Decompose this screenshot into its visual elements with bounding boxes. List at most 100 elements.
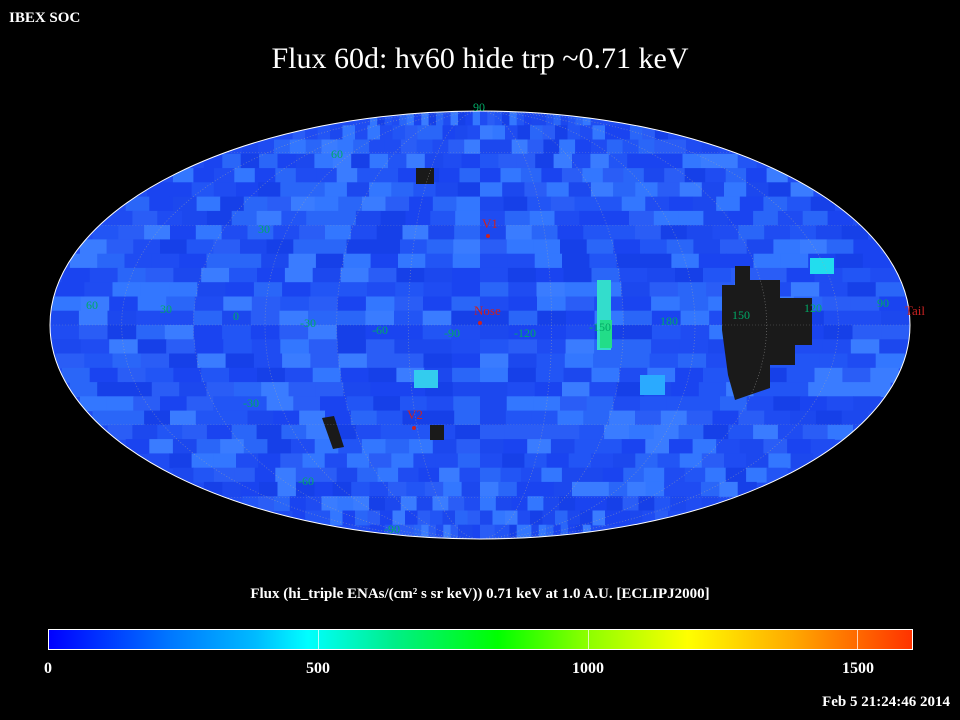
flux-pixel: [530, 125, 544, 141]
flux-pixel: [343, 253, 372, 269]
flux-pixel: [720, 239, 748, 255]
lon-label: 30: [160, 302, 172, 316]
flux-pixel: [764, 225, 791, 240]
flux-pixel: [823, 310, 854, 326]
lon-label: 150: [732, 308, 750, 322]
flux-pixel: [651, 325, 682, 340]
flux-pixel: [336, 168, 358, 183]
flux-pixel: [394, 339, 424, 355]
flux-pixel: [394, 310, 424, 326]
flux-pixel: [480, 382, 508, 397]
bright-feature-core: [600, 320, 612, 348]
nose-marker-dot: [478, 321, 482, 325]
flux-pixel: [384, 524, 393, 539]
flux-pixel: [508, 296, 538, 312]
flux-pixel: [400, 239, 428, 255]
flux-pixel: [394, 296, 424, 312]
flux-pixel: [261, 253, 290, 269]
flux-pixel: [391, 111, 400, 126]
flux-pixel: [293, 396, 321, 412]
flux-pixel: [124, 382, 153, 397]
flux-pixel: [686, 139, 703, 155]
flux-pixel: [422, 325, 452, 340]
flux-pixel: [467, 125, 481, 141]
flux-pixel: [194, 296, 224, 312]
flux-pixel: [145, 267, 174, 283]
flux-pixel: [220, 196, 245, 212]
flux-pixel: [369, 182, 392, 198]
flux-pixel: [524, 182, 548, 198]
flux-pixel: [289, 139, 307, 155]
lon-label: -120: [514, 326, 536, 340]
flux-pixel: [388, 153, 407, 169]
flux-pixel: [312, 267, 342, 283]
flux-pixel: [559, 496, 576, 512]
flux-pixel: [169, 353, 198, 369]
flux-pixel: [530, 510, 544, 526]
flux-pixel: [678, 210, 704, 226]
flux-pixel: [450, 524, 459, 539]
flux-pixel: [500, 168, 522, 183]
flux-pixel: [579, 424, 605, 440]
flux-pixel: [97, 253, 126, 269]
flux-pixel: [367, 125, 381, 141]
flux-pixel: [531, 410, 559, 426]
flux-pixel: [317, 510, 331, 526]
flux-pixel: [50, 310, 80, 326]
flux-pixel: [394, 325, 424, 340]
flux-pixel: [247, 410, 274, 426]
flux-pixel: [575, 496, 592, 512]
flux-pixel: [507, 267, 537, 283]
flux-pixel: [677, 282, 707, 298]
flux-pixel: [703, 267, 732, 283]
flux-pixel: [847, 282, 877, 298]
flux-pixel: [586, 396, 614, 412]
flux-pixel: [69, 382, 98, 397]
flux-pixel: [815, 225, 843, 240]
flux-pixel: [315, 382, 344, 397]
flux-pixel: [703, 424, 729, 440]
flux-pixel: [308, 325, 338, 340]
flux-pixel: [480, 524, 488, 539]
flux-pixel: [451, 310, 481, 326]
flux-pixel: [675, 267, 704, 283]
flux-pixel: [413, 182, 437, 198]
flux-pixel: [306, 424, 332, 440]
flux-pixel: [140, 282, 170, 298]
flux-pixel: [452, 367, 481, 383]
flux-pixel: [443, 524, 452, 539]
flux-pixel: [221, 410, 248, 426]
flux-pixel: [583, 410, 610, 426]
flux-pixel: [277, 153, 297, 169]
flux-pixel: [432, 439, 457, 454]
flux-pixel: [225, 353, 255, 369]
flux-pixel: [373, 396, 401, 412]
flux-pixel: [377, 111, 386, 126]
flux-pixel: [455, 125, 469, 141]
flux-pixel: [357, 467, 379, 483]
flux-pixel: [160, 396, 188, 412]
flux-pixel: [432, 496, 449, 512]
flux-pixel: [505, 510, 519, 526]
flux-pixel: [451, 353, 481, 369]
flux-pixel: [835, 253, 864, 269]
flux-pixel: [428, 524, 437, 539]
flux-pixel: [377, 467, 399, 483]
lon-label: -60: [372, 323, 388, 337]
flux-pixel: [517, 510, 531, 526]
flux-pixel: [786, 367, 816, 383]
flux-pixel: [196, 196, 221, 212]
flux-pixel: [529, 424, 556, 440]
flux-pixel: [657, 453, 681, 469]
flux-pixel: [79, 239, 108, 255]
flux-pixel: [206, 424, 233, 440]
flux-pixel: [609, 225, 636, 240]
flux-pixel: [78, 310, 109, 326]
flux-pixel: [480, 396, 508, 412]
flux-pixel: [439, 168, 461, 183]
flux-pixel: [149, 439, 174, 454]
flux-pixel: [575, 111, 584, 126]
flux-pixel: [254, 168, 276, 183]
flux-pixel: [236, 453, 259, 469]
flux-pixel: [132, 210, 158, 226]
